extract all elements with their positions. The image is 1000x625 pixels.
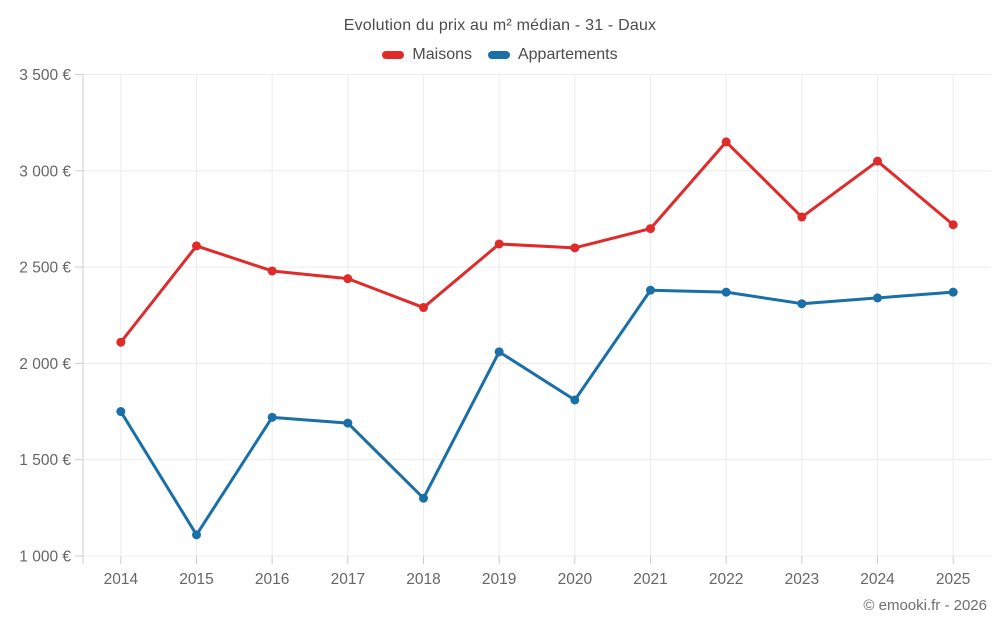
data-point-appartements-2025[interactable] [948, 287, 958, 297]
series-line-maisons [119, 140, 955, 344]
data-point-maisons-2023[interactable] [797, 212, 807, 222]
data-point-appartements-2018[interactable] [419, 493, 428, 503]
y-tick-label: 3 500 € [19, 67, 71, 84]
x-tick-label: 2023 [785, 571, 819, 588]
x-tick-label: 2024 [860, 571, 895, 588]
data-point-maisons-2021[interactable] [646, 224, 655, 234]
data-point-appartements-2015[interactable] [192, 530, 201, 540]
y-tick-label: 1 000 € [19, 549, 71, 566]
legend-label-maisons: Maisons [412, 46, 472, 63]
data-point-maisons-2015[interactable] [192, 241, 201, 251]
x-tick-label: 2019 [482, 571, 516, 588]
legend-label-appartements: Appartements [517, 46, 618, 63]
data-point-maisons-2018[interactable] [419, 303, 428, 313]
copyright-note: © emooki.fr - 2026 [863, 597, 987, 614]
data-point-appartements-2020[interactable] [570, 395, 580, 405]
legend-item-maisons[interactable]: Maisons [382, 46, 472, 64]
y-tick-label: 1 500 € [19, 452, 71, 469]
data-point-appartements-2014[interactable] [116, 407, 126, 417]
data-point-maisons-2024[interactable] [873, 156, 882, 166]
data-point-maisons-2025[interactable] [948, 220, 958, 230]
x-tick-label: 2021 [633, 571, 667, 588]
data-point-appartements-2021[interactable] [646, 285, 655, 295]
data-point-maisons-2019[interactable] [494, 239, 504, 249]
x-tick-label: 2016 [255, 571, 289, 588]
x-tick-label: 2014 [104, 571, 139, 588]
data-point-appartements-2019[interactable] [494, 347, 504, 357]
x-tick-label: 2022 [709, 571, 743, 588]
chart-legend: Maisons Appartements [0, 46, 1000, 64]
x-tick-label: 2018 [406, 571, 440, 588]
y-tick-label: 3 000 € [19, 163, 71, 180]
x-tick-label: 2020 [558, 571, 593, 588]
data-point-maisons-2020[interactable] [570, 243, 580, 253]
data-point-appartements-2016[interactable] [267, 412, 277, 422]
chart-title: Evolution du prix au m² médian - 31 - Da… [343, 17, 657, 34]
data-point-maisons-2022[interactable] [721, 137, 731, 147]
legend-item-appartements[interactable]: Appartements [487, 46, 618, 64]
data-point-appartements-2022[interactable] [721, 287, 731, 297]
y-tick-label: 2 500 € [19, 260, 71, 277]
x-tick-label: 2017 [331, 571, 365, 588]
x-tick-label: 2015 [179, 571, 213, 588]
y-tick-label: 2 000 € [19, 356, 71, 373]
maisons-series-swatch-icon [382, 51, 405, 59]
data-point-maisons-2017[interactable] [343, 274, 353, 284]
data-point-appartements-2023[interactable] [797, 299, 807, 309]
data-point-appartements-2017[interactable] [343, 418, 353, 428]
data-point-maisons-2016[interactable] [267, 266, 277, 276]
data-point-maisons-2014[interactable] [116, 337, 126, 347]
x-tick-label: 2025 [936, 571, 970, 588]
data-point-appartements-2024[interactable] [873, 293, 882, 303]
series-line-appartements [119, 288, 955, 537]
appartements-series-swatch-icon [487, 51, 510, 59]
